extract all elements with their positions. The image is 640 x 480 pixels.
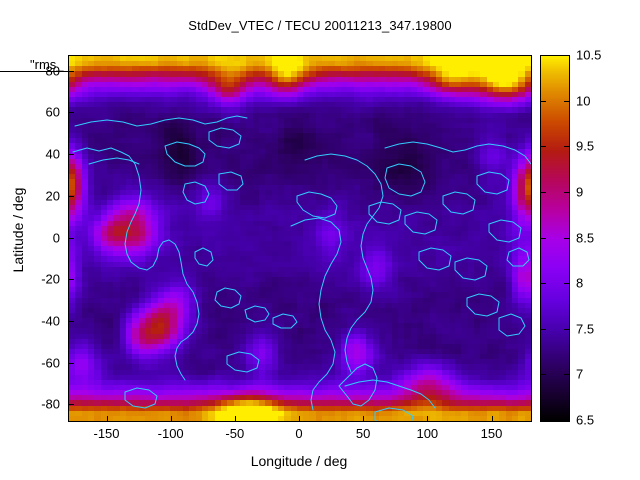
vtec-heatmap [69,56,531,421]
x-tick-mark [299,416,300,421]
y-tick-mark [69,195,74,197]
colorbar-tick-mark [564,191,569,193]
coastline-path [344,379,436,409]
colorbar-gradient [541,56,569,421]
coastline-path [88,157,140,165]
colorbar-tick-mark [564,374,569,376]
colorbar-tick-label: 8 [576,275,584,291]
y-tick-mark [69,112,74,114]
y-tick-label: -20 [41,271,60,287]
coastline-path [476,171,510,195]
coastline-path [384,141,531,165]
x-tick-mark [427,416,429,421]
x-tick-mark [363,416,365,421]
y-tick-label: -80 [41,396,60,412]
y-axis-title: Latitude / deg [10,187,26,273]
x-tick-label: 150 [480,426,503,441]
y-tick-mark [69,237,74,239]
colorbar-tick-label: 8.5 [576,230,595,245]
colorbar-tick-mark [541,328,546,330]
coastline-path [304,153,384,373]
x-tick-label: -100 [157,426,184,441]
coastline-path [290,217,342,411]
y-tick-label: 0 [52,230,60,245]
coastline-path [208,127,242,149]
coastline-path [182,181,210,205]
coastline-path [296,191,338,219]
y-tick-mark [69,320,74,322]
artifact-rule [0,71,68,72]
colorbar-tick-mark [541,237,546,239]
coastline-path [488,219,522,243]
y-tick-mark [69,154,74,156]
colorbar-tick-mark [541,374,546,376]
map-plot-area[interactable] [68,55,532,422]
colorbar-tick-mark [541,100,546,102]
coastline-path [466,293,500,317]
coastline-path [272,313,298,329]
x-tick-mark [106,416,108,421]
x-tick-label: -150 [93,426,120,441]
coastline-path [384,163,426,197]
coastline-path [244,305,270,323]
coastline-path [218,171,244,191]
coastline-path [454,257,488,281]
colorbar-tick-mark [541,283,546,285]
colorbar-tick-mark [541,146,546,148]
y-tick-mark [69,404,74,406]
y-tick-label: 60 [45,104,60,120]
colorbar[interactable] [540,55,570,422]
coastline-path [194,247,214,267]
coastline-path [404,211,438,235]
colorbar-tick-mark [564,283,569,285]
x-axis-title: Longitude / deg [250,453,348,469]
y-tick-mark [69,70,74,72]
coastline-path [498,313,526,337]
y-tick-mark [69,362,74,364]
colorbar-tick-label: 9 [576,184,584,200]
y-tick-label: -40 [41,313,60,329]
colorbar-tick-mark [564,146,569,148]
x-tick-label: -50 [225,426,245,441]
colorbar-tick-mark [541,191,546,193]
coastline-path [214,287,242,309]
colorbar-tick-label: 7 [576,366,584,382]
coastline-path [164,141,206,167]
coastline-overlay [72,115,531,421]
y-tick-label: 40 [45,146,60,162]
colorbar-tick-mark [564,328,569,330]
coastline-path [418,247,452,271]
overlap-artifact-text: "rms_ [30,57,64,72]
x-tick-mark [170,416,172,421]
coastline-path [338,363,378,407]
colorbar-tick-label: 10.5 [576,47,602,63]
coastline-path [226,351,260,373]
y-tick-mark [69,279,74,281]
colorbar-tick-label: 6.5 [576,412,595,428]
coastline-path [368,201,402,225]
coastline-path [374,407,414,421]
x-tick-mark [234,416,236,421]
colorbar-tick-mark [564,100,569,102]
page-title: StdDev_VTEC / TECU 20011213_347.19800 [188,18,452,33]
colorbar-tick-mark [564,237,569,239]
colorbar-tick-label: 7.5 [576,321,595,337]
y-tick-label: -60 [41,355,60,371]
coastline-path [72,147,200,381]
x-tick-mark [491,416,493,421]
x-tick-label: 50 [355,426,371,441]
x-tick-label: 100 [416,426,439,441]
y-tick-label: 80 [45,63,60,79]
x-tick-label: 0 [295,426,303,441]
y-tick-label: 20 [45,188,60,204]
coastline-path [442,191,476,215]
colorbar-tick-label: 9.5 [576,138,595,154]
coastline-path [124,387,158,409]
coastline-path [506,247,530,267]
coastline-path [74,115,248,127]
colorbar-tick-label: 10 [576,93,591,109]
